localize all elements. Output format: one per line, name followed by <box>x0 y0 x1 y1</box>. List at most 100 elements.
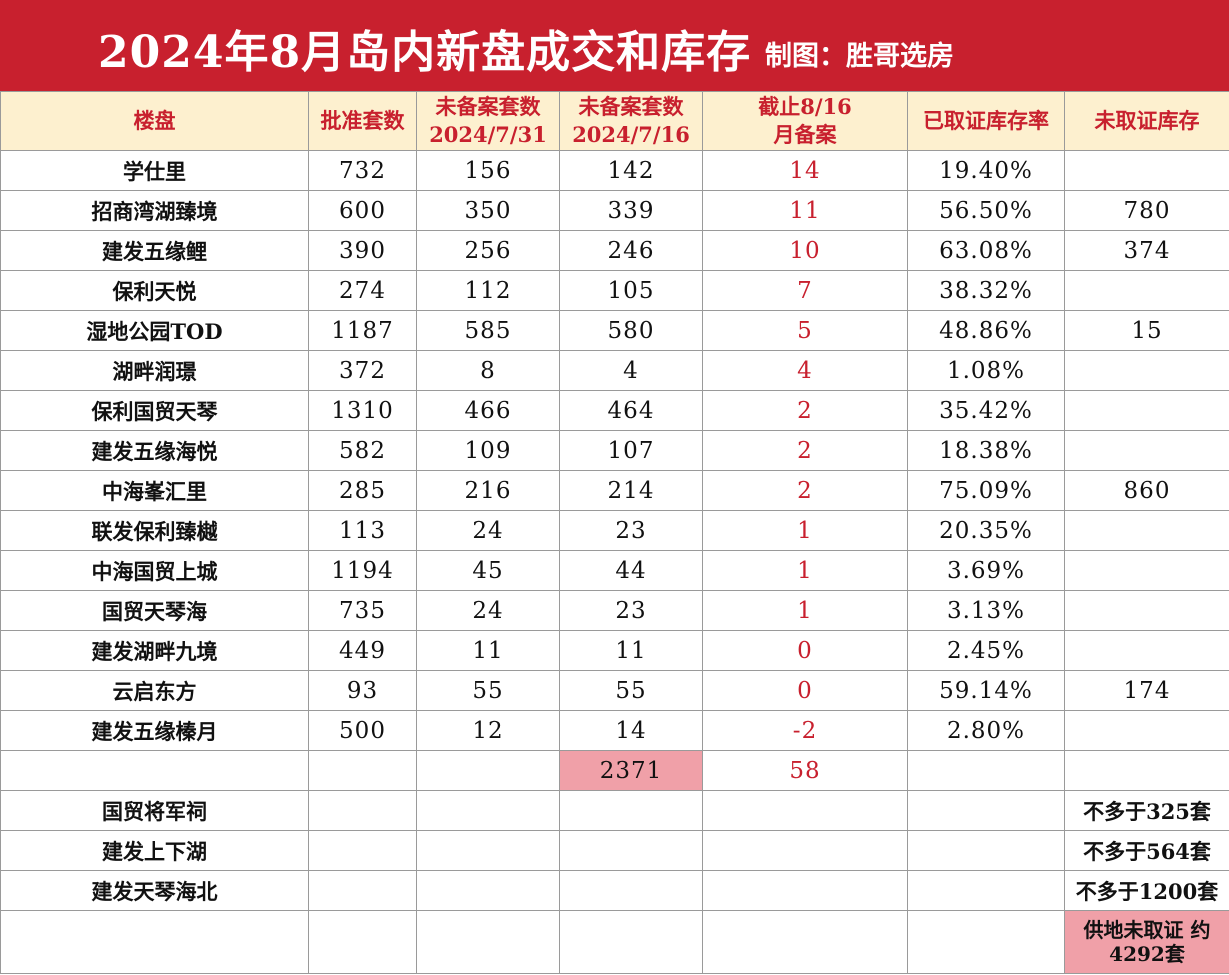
filed-count: 1 <box>702 590 908 631</box>
filed-count: 2 <box>702 470 908 511</box>
unfiled-0731: 156 <box>416 150 560 191</box>
col-header-unfiled-0731: 未备案套数 2024/7/31 <box>416 91 560 151</box>
certified-rate: 1.08% <box>907 350 1065 391</box>
uncertified-stock <box>1064 630 1229 671</box>
table-row: 保利国贸天琴 1310 466 464 2 35.42% <box>0 390 1229 431</box>
unfiled-0716: 246 <box>559 230 703 271</box>
unfiled-0731: 45 <box>416 550 560 591</box>
col-header-certified-rate: 已取证库存率 <box>907 91 1065 151</box>
uncertified-stock: 860 <box>1064 470 1229 511</box>
unfiled-0716: 105 <box>559 270 703 311</box>
table-row: 招商湾湖臻境 600 350 339 11 56.50% 780 <box>0 190 1229 231</box>
total-filed: 58 <box>702 750 908 791</box>
filed-count: 7 <box>702 270 908 311</box>
unfiled-0716: 107 <box>559 430 703 471</box>
project-name: 中海峯汇里 <box>0 470 309 511</box>
table-row: 建发五缘榛月 500 12 14 -2 2.80% <box>0 710 1229 751</box>
future-project-note: 不多于325套 <box>1064 790 1229 831</box>
certified-rate: 38.32% <box>907 270 1065 311</box>
approved-count: 113 <box>308 510 417 551</box>
unfiled-0716: 214 <box>559 470 703 511</box>
certified-rate: 48.86% <box>907 310 1065 351</box>
filed-count: 0 <box>702 630 908 671</box>
certified-rate: 56.50% <box>907 190 1065 231</box>
table-row: 建发湖畔九境 449 11 11 0 2.45% <box>0 630 1229 671</box>
approved-count: 274 <box>308 270 417 311</box>
title-banner: 2024年8月岛内新盘成交和库存 制图：胜哥选房 <box>0 0 1229 91</box>
unfiled-0731: 11 <box>416 630 560 671</box>
approved-count: 93 <box>308 670 417 711</box>
uncertified-stock: 374 <box>1064 230 1229 271</box>
future-project-name: 国贸将军祠 <box>0 790 309 831</box>
filed-count: 5 <box>702 310 908 351</box>
certified-rate: 3.13% <box>907 590 1065 631</box>
supply-row: 供地未取证 约 4292套 <box>0 910 1229 974</box>
project-name: 云启东方 <box>0 670 309 711</box>
supply-note-line2: 4292套 <box>1109 942 1185 966</box>
certified-rate: 2.80% <box>907 710 1065 751</box>
filed-count: 1 <box>702 510 908 551</box>
unfiled-0731: 216 <box>416 470 560 511</box>
table-row: 学仕里 732 156 142 14 19.40% <box>0 150 1229 191</box>
col-header-approved: 批准套数 <box>308 91 417 151</box>
uncertified-stock <box>1064 390 1229 431</box>
unfiled-0731: 8 <box>416 350 560 391</box>
approved-count: 285 <box>308 470 417 511</box>
unfiled-0716: 339 <box>559 190 703 231</box>
table-row: 湿地公园TOD 1187 585 580 5 48.86% 15 <box>0 310 1229 351</box>
approved-count: 582 <box>308 430 417 471</box>
page-title: 2024年8月岛内新盘成交和库存 <box>98 27 752 78</box>
future-project-note: 不多于564套 <box>1064 830 1229 871</box>
unfiled-0716: 55 <box>559 670 703 711</box>
project-name: 国贸天琴海 <box>0 590 309 631</box>
col-header-unfiled-0716-line1: 未备案套数 <box>578 94 684 119</box>
uncertified-stock <box>1064 350 1229 391</box>
unfiled-0731: 585 <box>416 310 560 351</box>
approved-count: 1310 <box>308 390 417 431</box>
unfiled-0731: 24 <box>416 590 560 631</box>
table-row: 国贸天琴海 735 24 23 1 3.13% <box>0 590 1229 631</box>
filed-count: -2 <box>702 710 908 751</box>
certified-rate: 19.40% <box>907 150 1065 191</box>
project-name: 建发五缘榛月 <box>0 710 309 751</box>
table-row: 云启东方 93 55 55 0 59.14% 174 <box>0 670 1229 711</box>
unfiled-0731: 112 <box>416 270 560 311</box>
future-project-name: 建发上下湖 <box>0 830 309 871</box>
col-header-unfiled-0716-line2: 2024/7/16 <box>572 122 690 147</box>
totals-blank <box>416 750 560 791</box>
approved-count: 449 <box>308 630 417 671</box>
unfiled-0716: 23 <box>559 510 703 551</box>
filed-count: 2 <box>702 390 908 431</box>
approved-count: 732 <box>308 150 417 191</box>
filed-count: 11 <box>702 190 908 231</box>
project-name: 湿地公园TOD <box>0 310 309 351</box>
uncertified-stock <box>1064 270 1229 311</box>
project-name: 招商湾湖臻境 <box>0 190 309 231</box>
approved-count: 735 <box>308 590 417 631</box>
uncertified-stock <box>1064 710 1229 751</box>
unfiled-0716: 142 <box>559 150 703 191</box>
col-header-unfiled-0731-line2: 2024/7/31 <box>429 122 547 147</box>
approved-count: 372 <box>308 350 417 391</box>
unfiled-0731: 466 <box>416 390 560 431</box>
col-header-unfiled-0716: 未备案套数 2024/7/16 <box>559 91 703 151</box>
col-header-filed-line1: 截止8/16 <box>758 94 852 119</box>
supply-note-line1: 供地未取证 约 <box>1083 918 1211 942</box>
project-name: 建发五缘鲤 <box>0 230 309 271</box>
certified-rate: 20.35% <box>907 510 1065 551</box>
filed-count: 10 <box>702 230 908 271</box>
uncertified-stock: 780 <box>1064 190 1229 231</box>
certified-rate: 35.42% <box>907 390 1065 431</box>
unfiled-0716: 11 <box>559 630 703 671</box>
approved-count: 1194 <box>308 550 417 591</box>
filed-count: 14 <box>702 150 908 191</box>
total-unfiled: 2371 <box>559 750 703 791</box>
unfiled-0716: 23 <box>559 590 703 631</box>
table-row: 联发保利臻樾 113 24 23 1 20.35% <box>0 510 1229 551</box>
totals-blank <box>1064 750 1229 791</box>
certified-rate: 75.09% <box>907 470 1065 511</box>
project-name: 建发湖畔九境 <box>0 630 309 671</box>
uncertified-stock <box>1064 150 1229 191</box>
unfiled-0731: 24 <box>416 510 560 551</box>
future-project-name: 建发天琴海北 <box>0 870 309 911</box>
